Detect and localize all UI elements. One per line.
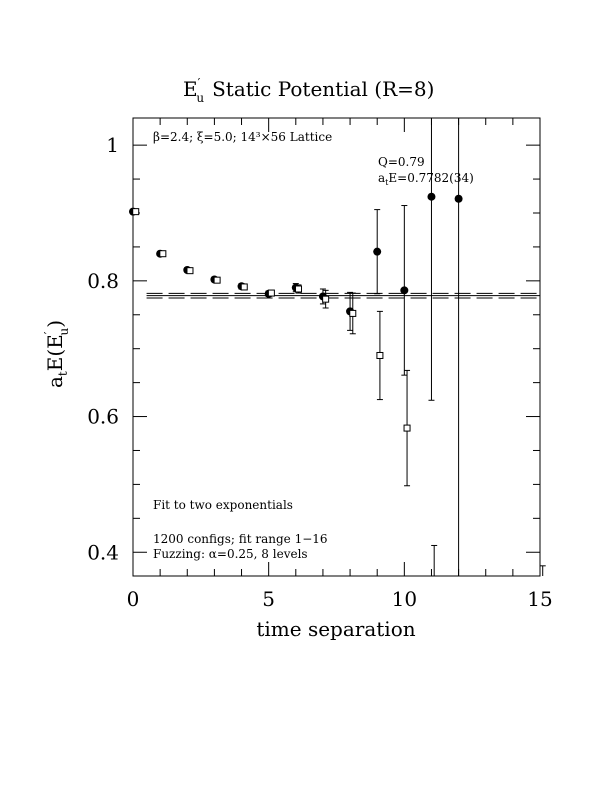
ylabel-u: u bbox=[57, 327, 71, 335]
ylabel-e: E(E bbox=[43, 334, 67, 371]
data-point bbox=[240, 283, 248, 291]
data-point bbox=[186, 267, 194, 275]
data-point bbox=[427, 192, 436, 201]
y-ticks: 0.4 0.6 0.8 1 bbox=[87, 133, 540, 564]
data-point bbox=[454, 194, 463, 203]
x-axis-label: time separation bbox=[256, 617, 415, 641]
data-point bbox=[159, 250, 167, 258]
ylabel-t: t bbox=[56, 371, 70, 376]
y-axis-label: atE(E′u) bbox=[42, 320, 71, 388]
ylabel-close: ) bbox=[43, 320, 67, 328]
x-tick-label: 10 bbox=[392, 587, 417, 611]
chart-title: E′ u Static Potential (R=8) bbox=[183, 76, 434, 105]
data-point bbox=[213, 276, 221, 284]
y-tick-label: 0.8 bbox=[87, 269, 119, 293]
data-point bbox=[322, 295, 330, 303]
fit-value-a: a bbox=[378, 171, 385, 185]
x-tick-label: 5 bbox=[262, 587, 275, 611]
fit-value-rest: E=0.7782(34) bbox=[388, 171, 473, 185]
title-sub: u bbox=[196, 91, 204, 105]
lattice-annotation: β=2.4; ξ=5.0; 14³×56 Lattice bbox=[153, 130, 332, 144]
x-ticks: 0 5 10 15 bbox=[127, 118, 553, 611]
y-tick-label: 0.6 bbox=[87, 405, 119, 429]
data-point bbox=[349, 309, 357, 317]
ylabel-prime: ′ bbox=[42, 331, 56, 334]
data-point bbox=[400, 286, 409, 295]
data-point bbox=[132, 208, 140, 216]
y-tick-label: 1 bbox=[106, 133, 119, 157]
q-annotation: Q=0.79 bbox=[378, 155, 425, 169]
data-point bbox=[403, 424, 411, 432]
ylabel-a: a bbox=[43, 376, 67, 388]
fit-value-annotation: atE=0.7782(34) bbox=[378, 171, 474, 187]
x-tick-label: 15 bbox=[527, 587, 552, 611]
data-point bbox=[267, 289, 275, 297]
data-point bbox=[376, 351, 384, 359]
plot-frame bbox=[132, 117, 541, 577]
y-tick-label: 0.4 bbox=[87, 540, 119, 564]
data-point bbox=[295, 285, 303, 293]
data-series bbox=[129, 118, 546, 576]
fuzzing-annotation: Fuzzing: α=0.25, 8 levels bbox=[153, 547, 308, 561]
fit-value-t: t bbox=[385, 178, 389, 187]
title-main: E bbox=[183, 77, 198, 101]
fit-type-annotation: Fit to two exponentials bbox=[153, 498, 293, 512]
title-rest: Static Potential (R=8) bbox=[212, 77, 434, 101]
configs-annotation: 1200 configs; fit range 1−16 bbox=[153, 532, 328, 546]
x-tick-label: 0 bbox=[127, 587, 140, 611]
data-point bbox=[373, 247, 382, 256]
fit-band bbox=[146, 292, 540, 299]
title-sup: ′ bbox=[198, 76, 201, 90]
open-square-series bbox=[132, 208, 546, 576]
